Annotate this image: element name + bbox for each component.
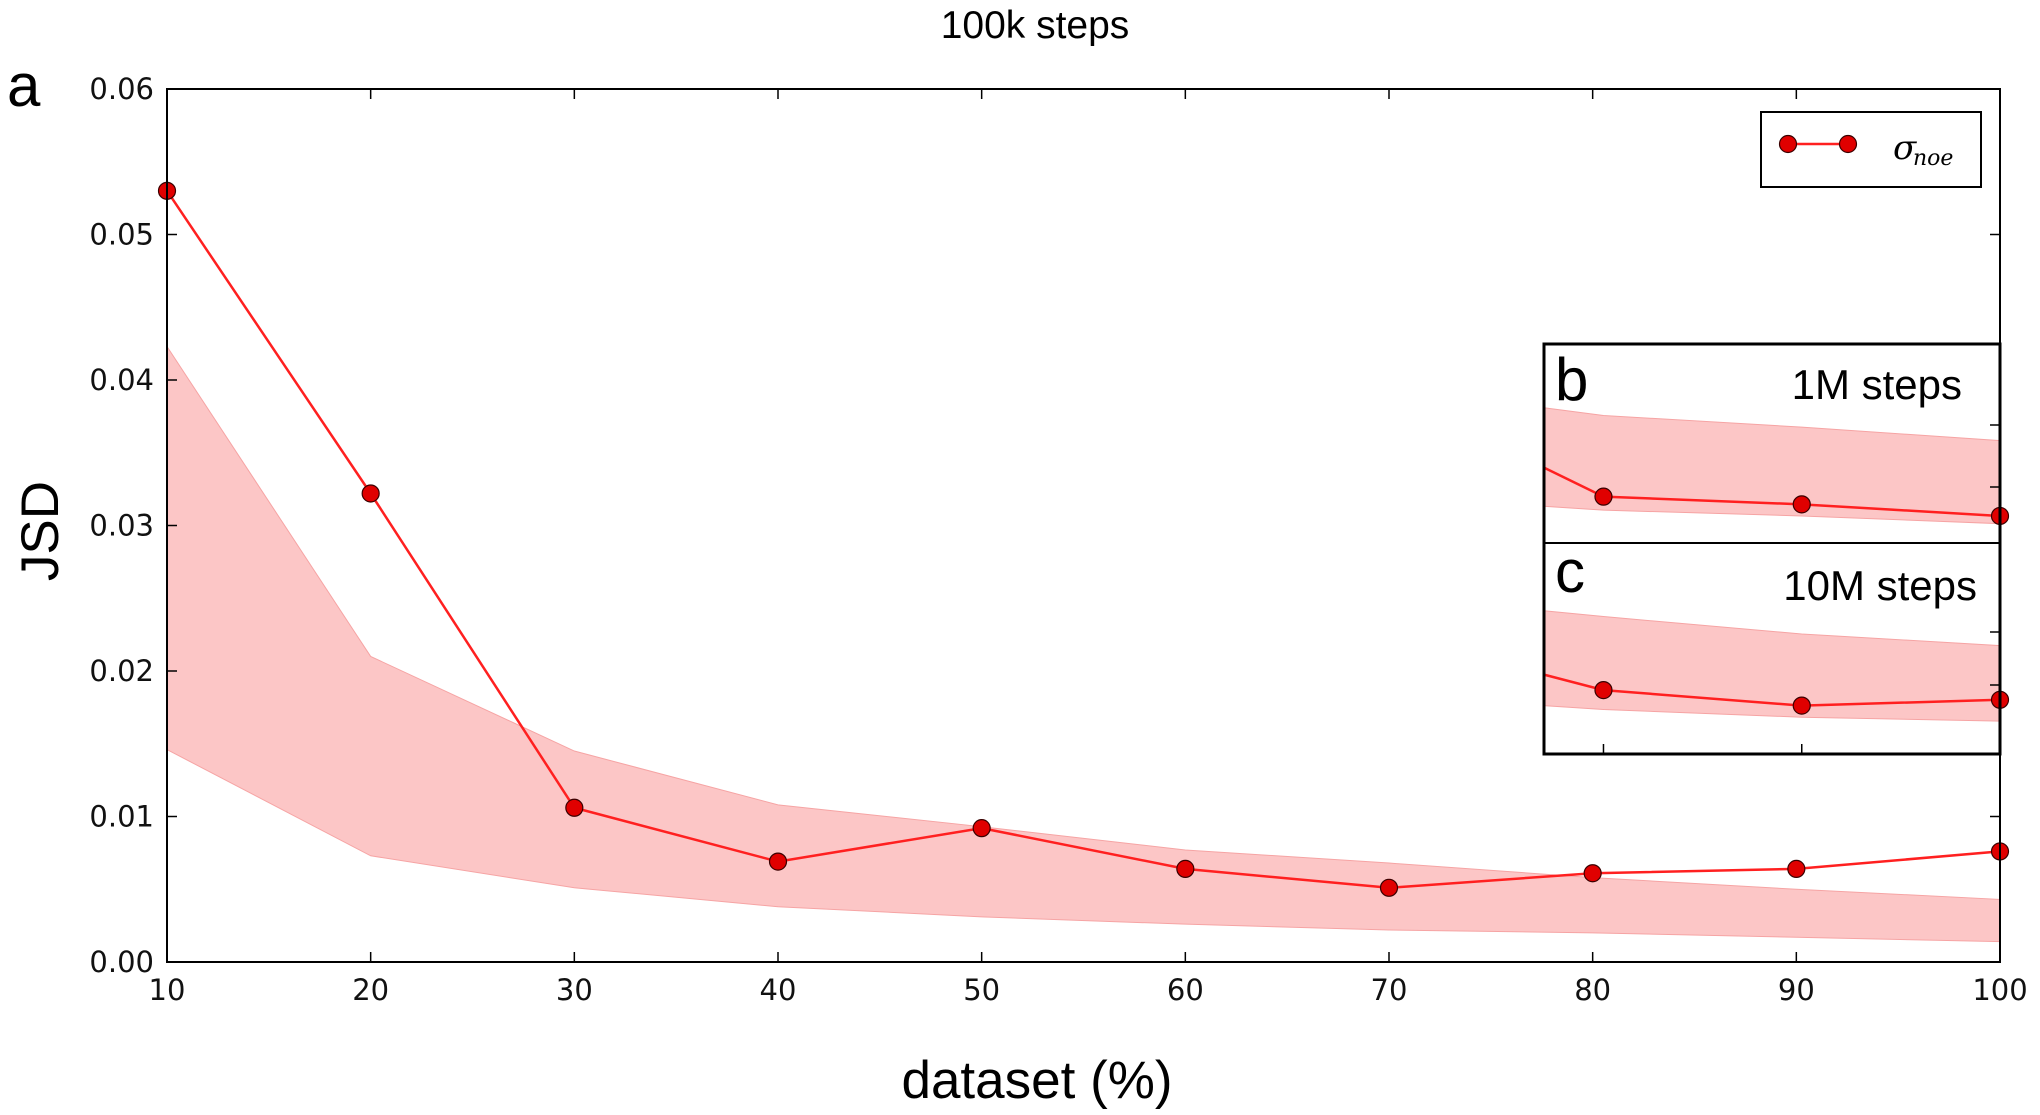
legend-marker <box>1838 134 1858 154</box>
data-point <box>1792 495 1811 514</box>
inset-frame <box>1542 342 2002 756</box>
inset-panel: b 1M steps c 10M steps <box>1542 342 2010 756</box>
panel-letter-c: c <box>1555 538 1585 605</box>
series-line <box>165 190 2001 890</box>
y-tick-label: 0.05 <box>89 218 154 252</box>
x-axis-ticks: 10 20 30 40 50 60 70 80 90 100 <box>149 89 2028 1007</box>
data-point <box>1176 859 1195 878</box>
data-point <box>1583 864 1602 883</box>
inset-ticks <box>1602 424 2000 754</box>
data-point <box>972 819 991 838</box>
main-series-line <box>165 190 2001 890</box>
inset-b-title: 1M steps <box>1792 361 1962 408</box>
x-tick-label: 20 <box>352 973 389 1007</box>
x-tick-label: 50 <box>963 973 1000 1007</box>
chart-title: 100k steps <box>941 4 1130 47</box>
data-point <box>361 484 380 503</box>
legend-box <box>1760 111 1982 188</box>
data-point <box>1594 487 1613 506</box>
data-point <box>1787 859 1806 878</box>
y-tick-label: 0.00 <box>89 945 154 979</box>
x-tick-label: 30 <box>556 973 593 1007</box>
x-tick-label: 90 <box>1778 973 1815 1007</box>
legend-marker <box>1778 134 1798 154</box>
inset-c-plot <box>1543 610 2010 722</box>
y-tick-label: 0.01 <box>89 800 154 834</box>
y-tick-label: 0.06 <box>89 72 154 106</box>
panel-letter-b: b <box>1555 346 1588 413</box>
data-point <box>768 852 788 871</box>
series-line <box>1543 673 2001 707</box>
series-line <box>1543 466 2001 518</box>
x-tick-label: 40 <box>760 973 797 1007</box>
inset-b-plot <box>1543 407 2010 526</box>
y-tick-label: 0.02 <box>89 654 154 688</box>
y-tick-label: 0.03 <box>89 509 154 543</box>
x-tick-label: 60 <box>1167 973 1204 1007</box>
panel-letter-a: a <box>7 52 41 119</box>
y-axis-ticks: 0.00 0.01 0.02 0.03 0.04 0.05 0.06 <box>89 72 2000 979</box>
data-point <box>1379 878 1399 897</box>
x-tick-label: 70 <box>1371 973 1408 1007</box>
x-tick-label: 80 <box>1574 973 1611 1007</box>
x-tick-label: 100 <box>1972 973 2027 1007</box>
legend: σ noe <box>1760 111 1982 188</box>
legend-label-symbol: σ <box>1893 128 1917 168</box>
data-point <box>1792 696 1811 715</box>
data-point <box>1594 681 1613 700</box>
y-axis-label: JSD <box>11 481 70 581</box>
y-tick-label: 0.04 <box>89 363 154 397</box>
data-point <box>565 798 584 817</box>
x-axis-label: dataset (%) <box>901 1051 1172 1110</box>
legend-label-subscript: noe <box>1913 146 1953 171</box>
x-tick-label: 10 <box>149 973 186 1007</box>
inset-c-title: 10M steps <box>1783 562 1977 609</box>
